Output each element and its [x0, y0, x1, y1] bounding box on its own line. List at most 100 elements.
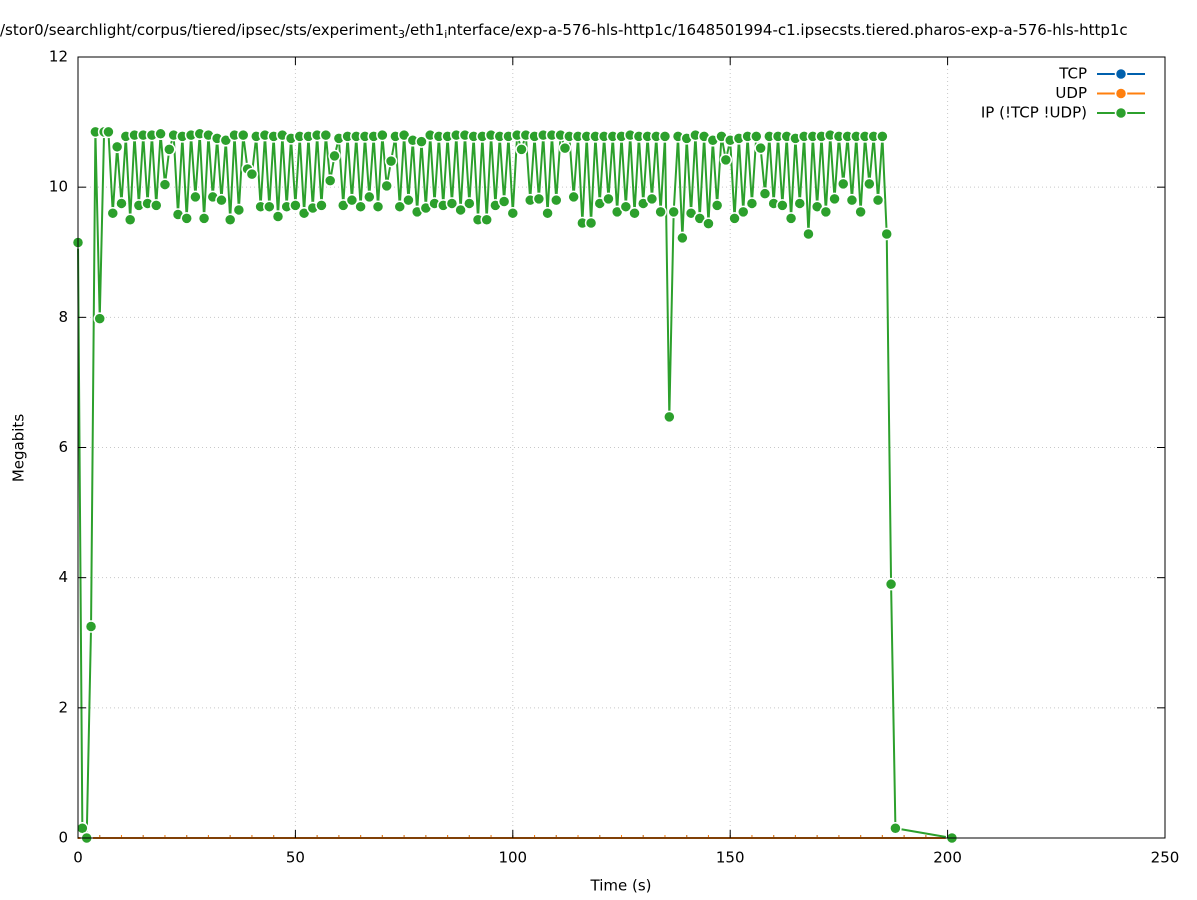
title-part: /eth1	[405, 21, 444, 39]
point	[371, 200, 385, 213]
point	[163, 143, 176, 156]
point	[558, 141, 572, 155]
point	[402, 193, 415, 207]
y-tick-label: 4	[58, 568, 68, 586]
point	[115, 197, 128, 210]
point	[393, 200, 407, 213]
point	[158, 178, 172, 191]
title-part: /stor0/searchlight/corpus/tiered/ipsec/s…	[0, 21, 398, 39]
point	[197, 212, 211, 225]
point	[645, 192, 659, 206]
title-subscript: i	[444, 28, 447, 41]
legend-label: UDP	[1055, 84, 1087, 102]
point	[802, 227, 815, 241]
point	[836, 177, 850, 191]
point	[236, 128, 250, 142]
point	[863, 177, 876, 191]
point	[245, 167, 259, 181]
point	[532, 192, 546, 206]
point	[619, 200, 633, 213]
series-line	[77, 130, 953, 839]
point	[702, 217, 715, 230]
point	[784, 212, 798, 225]
y-tick-label: 10	[49, 178, 68, 196]
x-tick-label: 100	[498, 849, 527, 867]
point	[876, 130, 889, 143]
y-tick-label: 12	[49, 48, 68, 66]
point	[506, 206, 520, 220]
point	[84, 620, 98, 633]
point	[880, 227, 893, 241]
point	[345, 193, 359, 207]
legend-marker	[1114, 67, 1128, 81]
point	[750, 130, 763, 143]
y-tick-label: 0	[58, 829, 68, 847]
x-axis-label: Time (s)	[590, 877, 652, 895]
point	[102, 125, 115, 139]
point	[793, 197, 807, 210]
point	[884, 577, 898, 591]
point	[515, 143, 528, 156]
point	[758, 187, 772, 200]
point	[463, 197, 476, 210]
point	[667, 205, 680, 219]
y-axis-label: Megabits	[10, 414, 28, 482]
point	[584, 216, 598, 230]
point	[676, 231, 689, 245]
point	[354, 200, 367, 213]
point	[754, 141, 767, 155]
point	[736, 205, 750, 219]
x-tick-label: 200	[933, 849, 962, 867]
point	[323, 174, 337, 187]
point	[289, 199, 302, 212]
point	[497, 195, 511, 208]
point	[454, 203, 467, 217]
plot-area	[71, 125, 959, 845]
point	[106, 206, 120, 220]
y-tick-label: 8	[58, 308, 68, 326]
point	[480, 213, 493, 226]
point	[154, 127, 167, 141]
point	[180, 212, 193, 225]
point	[215, 193, 228, 207]
point	[223, 213, 237, 226]
point	[776, 199, 789, 212]
point	[150, 199, 163, 212]
point	[328, 149, 341, 163]
chart-title: /stor0/searchlight/corpus/tiered/ipsec/s…	[0, 21, 1128, 42]
point	[315, 199, 328, 212]
point	[189, 190, 202, 204]
x-tick-label: 250	[1151, 849, 1180, 867]
point	[728, 212, 741, 225]
point	[263, 200, 276, 213]
point	[889, 821, 902, 835]
x-tick-label: 150	[716, 849, 745, 867]
legend-marker	[1114, 87, 1128, 100]
point	[363, 190, 376, 204]
point	[445, 197, 459, 210]
point	[384, 154, 398, 168]
point	[628, 206, 641, 220]
point	[415, 135, 428, 148]
point	[658, 130, 672, 143]
point	[93, 312, 106, 325]
point	[123, 213, 137, 226]
point	[854, 205, 867, 219]
title-part: nterface/exp-a-576-hls-http1c/1648501994…	[447, 21, 1127, 39]
point	[710, 199, 724, 212]
point	[541, 206, 554, 220]
point	[828, 192, 841, 206]
point	[110, 140, 124, 154]
point	[602, 192, 615, 206]
point	[567, 190, 580, 204]
title-subscript: 3	[398, 28, 405, 41]
point	[376, 128, 389, 142]
point	[319, 128, 333, 142]
point	[845, 193, 859, 207]
legend-label: IP (!TCP !UDP)	[981, 104, 1087, 122]
point	[232, 203, 246, 217]
point	[380, 179, 393, 193]
x-tick-label: 50	[286, 849, 305, 867]
